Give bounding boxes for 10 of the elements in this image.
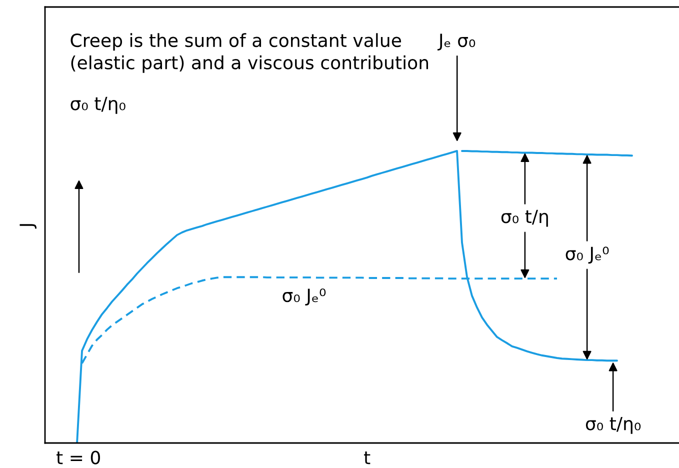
- text: σ₀ t/η₀: [70, 96, 126, 114]
- annotation: σ₀ Jₑ⁰: [566, 246, 609, 264]
- annotation: σ₀ t/η: [501, 210, 548, 227]
- y-axis-title: J: [20, 224, 37, 229]
- x-axis-title: t: [364, 451, 370, 464]
- text: Jₑ σ₀: [438, 34, 476, 50]
- text: t = 0: [56, 450, 100, 464]
- text: Creep is the sum of a constant value (elastic part) and a viscous contribution: [70, 33, 428, 73]
- annotation: σ₀ Jₑ⁰: [282, 288, 326, 306]
- annotation: σ₀ t/η₀: [586, 416, 641, 434]
